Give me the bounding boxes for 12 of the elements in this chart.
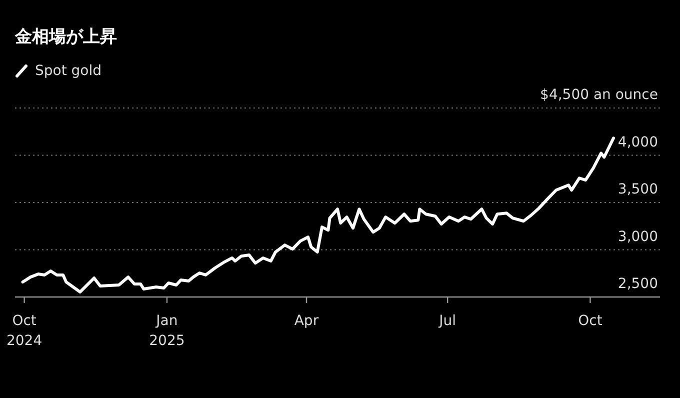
y-tick-label: 3,500 [618,182,658,198]
x-tick-label: Jan 2025 [149,313,185,349]
x-tick-label: Oct 2024 [6,313,42,349]
legend-label: Spot gold [35,63,102,79]
y-tick-label: $4,500 an ounce [540,87,658,103]
y-tick-label: 2,500 [618,276,658,292]
y-tick-label: 4,000 [618,134,658,150]
x-tick-label: Jul [438,313,456,329]
x-tick-label: Apr [294,313,319,329]
y-tick-label: 3,000 [618,228,658,245]
chart-title: 金相場が上昇 [14,27,117,47]
x-tick-label: Oct [578,313,603,329]
